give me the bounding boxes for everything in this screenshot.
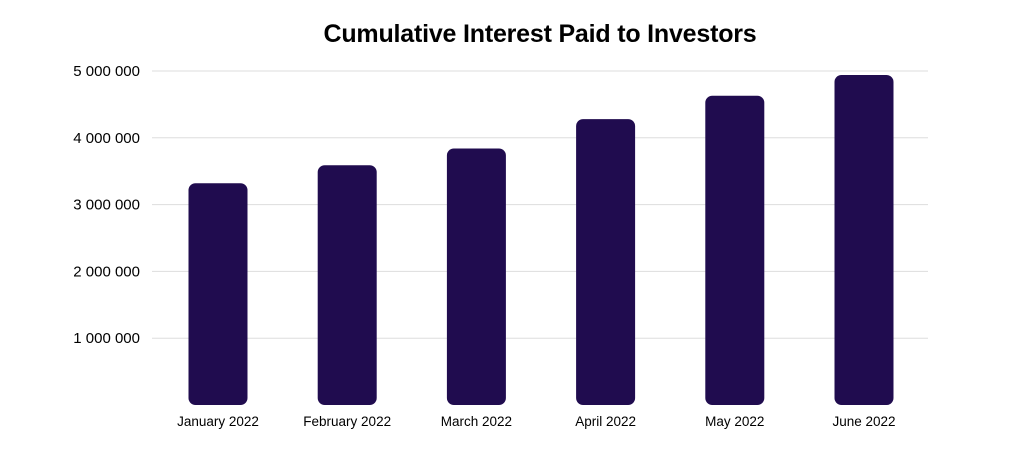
- bars: [188, 75, 894, 406]
- bar-january-2022: [188, 183, 248, 405]
- x-category-label: March 2022: [441, 414, 512, 429]
- y-tick-label: 4 000 000: [73, 130, 140, 147]
- bar-june-2022: [834, 75, 894, 406]
- y-axis-tick-labels: 1 000 000 2 000 000 3 000 000 4 000 000 5 00…: [73, 63, 140, 347]
- y-tick-label: 2 000 000: [73, 263, 140, 280]
- y-tick-label: 3 000 000: [73, 197, 140, 214]
- x-category-label: January 2022: [177, 414, 259, 429]
- x-category-label: May 2022: [705, 414, 764, 429]
- chart-title: Cumulative Interest Paid to Investors: [323, 20, 757, 48]
- y-tick-label: 1 000 000: [73, 330, 140, 347]
- bar-may-2022: [705, 95, 765, 405]
- x-category-label: June 2022: [832, 414, 895, 429]
- gridlines: [152, 70, 928, 339]
- y-tick-label: 5 000 000: [73, 63, 140, 80]
- x-category-label: February 2022: [303, 414, 391, 429]
- bar-april-2022: [576, 119, 636, 405]
- x-axis-category-labels: January 2022 February 2022 March 2022 April…: [177, 414, 895, 429]
- bar-february-2022: [317, 165, 377, 405]
- bar-march-2022: [446, 148, 506, 405]
- x-category-label: April 2022: [575, 414, 636, 429]
